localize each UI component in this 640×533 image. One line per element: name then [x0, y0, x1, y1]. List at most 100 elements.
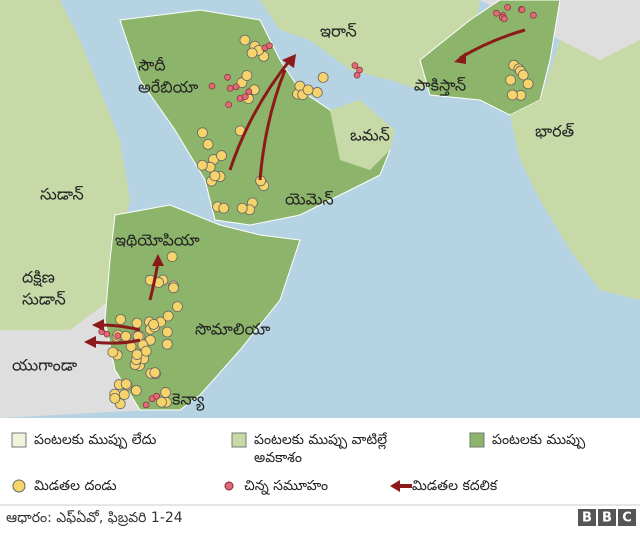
group-dot [226, 85, 234, 92]
group-dot [504, 4, 511, 11]
group-dot [493, 9, 500, 17]
group-dot [518, 6, 526, 13]
region-risk [104, 204, 301, 411]
swarm-dot [172, 301, 183, 313]
swarm-dot [109, 392, 121, 404]
region-risk [119, 9, 391, 226]
legend-label: చిన్న సమూహం [244, 478, 328, 495]
country-label: సొమాలియా [195, 320, 271, 339]
arrow-heads [84, 52, 466, 348]
logo-box [598, 509, 616, 526]
group-dot [245, 88, 253, 95]
country-label: దక్షిణ [22, 268, 55, 288]
arrow [228, 59, 292, 171]
country-label: భారత్ [535, 122, 575, 141]
country-label: ఇరాన్ [320, 22, 357, 41]
legend-label: మిడతల దండు [34, 478, 117, 494]
group-dot [224, 73, 231, 81]
swarm-dot [197, 127, 208, 139]
group-dot [208, 82, 216, 90]
legend-swatch [231, 432, 247, 448]
swarm-dot [118, 389, 130, 400]
group-dot [356, 66, 363, 74]
group-dot [232, 83, 240, 91]
logo-letter: B [582, 511, 592, 526]
swarm-dot [317, 72, 329, 83]
swarm-dot [148, 318, 159, 330]
group-dot [114, 332, 122, 339]
source: ఆధారం: ఎఫ్ఏవో, ఫిబ్రవరి 1-24 [6, 510, 183, 526]
region-moderate [330, 100, 395, 170]
arrow [258, 69, 287, 181]
swarm-dot [168, 282, 179, 294]
swarm-dot [216, 150, 227, 161]
swarm-dot [239, 34, 251, 46]
swarm-dot [120, 378, 132, 390]
swarm-dot [202, 138, 214, 150]
land [0, 0, 640, 60]
swarm-dot [236, 202, 248, 214]
group-dot [103, 330, 111, 338]
swarm-dot [302, 84, 314, 96]
swarm-dot [162, 310, 174, 322]
swarm-dot [161, 338, 173, 350]
swarm-dot [505, 74, 516, 86]
group-dot [142, 401, 150, 409]
group-dot [241, 93, 249, 100]
swarm-dot [218, 202, 230, 214]
swarm-dot [130, 385, 142, 396]
logo-box [618, 509, 636, 526]
swarm-dot [507, 89, 518, 101]
swarm-dot [115, 314, 126, 325]
legend-label: పంటలకు ముప్పు [492, 432, 586, 449]
legend-swatch [12, 479, 26, 493]
group-dot [266, 42, 273, 49]
country-label: సుడాన్ [22, 290, 66, 309]
swarm-dot [160, 387, 172, 398]
group-dot [225, 101, 232, 109]
swarm-dot [209, 170, 221, 182]
logo-box [578, 509, 596, 526]
swarm-dot [120, 330, 132, 342]
swarm-dot [246, 47, 258, 59]
country-label: కెన్యా [172, 390, 205, 412]
group-dot [353, 71, 361, 79]
swarm-dot [140, 345, 152, 357]
group-dot [153, 392, 160, 400]
group-dot [530, 11, 537, 19]
country-label: ఒమన్ [350, 126, 390, 145]
legend-swatch [11, 432, 27, 448]
group-dot [501, 15, 508, 23]
region-moderate [510, 40, 640, 300]
country-label: సౌదీ [138, 56, 166, 75]
country-label: అరేబియా [138, 78, 199, 97]
swarm-dot [161, 326, 173, 338]
legend-label: పంటలకు ముప్పు వాటిల్లే [254, 432, 387, 450]
swarm-dot [149, 367, 161, 379]
country-label: సుడాన్ [40, 185, 84, 204]
arrow [91, 338, 141, 345]
legend [0, 418, 640, 505]
swarm-dot [522, 78, 534, 90]
swarm-dot [107, 346, 119, 358]
swarm-dot [131, 317, 143, 329]
swarm-dot [131, 349, 143, 360]
country-label: పాకిస్తాన్ [414, 76, 466, 97]
footer [0, 505, 640, 529]
swarm-dot [517, 69, 529, 81]
swarm-dot [311, 87, 323, 98]
legend-swatch [224, 481, 234, 491]
legend-label: మిడతల కదలిక [412, 478, 498, 494]
legend-label: పంటలకు ముప్పు లేదు [34, 432, 156, 449]
legend-label: అవకాశం [254, 450, 302, 466]
logo-letter: B [602, 511, 612, 526]
group-dot [351, 62, 359, 69]
swarm-dot [156, 396, 167, 408]
legend-swatch [390, 480, 412, 492]
legend-swatch [469, 432, 485, 448]
region-moderate [0, 240, 110, 330]
swarm-dot [196, 159, 208, 171]
country-label: ఇథియోపియా [115, 231, 200, 250]
country-label: యుగాండా [12, 356, 78, 375]
